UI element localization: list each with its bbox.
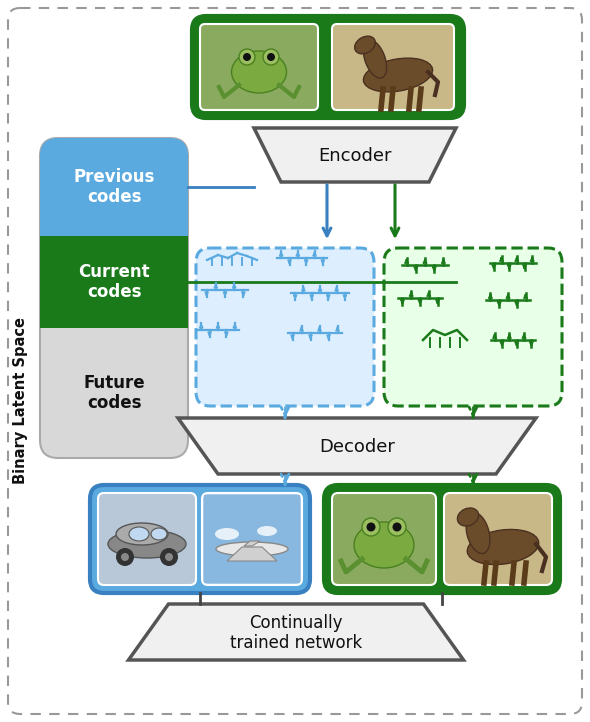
Circle shape	[392, 523, 402, 531]
Ellipse shape	[355, 36, 375, 54]
Circle shape	[388, 518, 406, 536]
Text: Decoder: Decoder	[319, 438, 395, 456]
Polygon shape	[254, 128, 456, 182]
FancyBboxPatch shape	[444, 493, 552, 585]
FancyBboxPatch shape	[324, 485, 560, 593]
Text: Encoder: Encoder	[318, 147, 392, 165]
Polygon shape	[227, 547, 277, 561]
FancyBboxPatch shape	[8, 8, 582, 714]
Polygon shape	[244, 541, 260, 546]
Ellipse shape	[363, 40, 386, 78]
Ellipse shape	[467, 529, 539, 565]
Text: Previous
codes: Previous codes	[73, 168, 155, 206]
Ellipse shape	[231, 51, 287, 93]
Ellipse shape	[257, 526, 277, 536]
FancyBboxPatch shape	[200, 24, 318, 110]
FancyBboxPatch shape	[332, 493, 436, 585]
Circle shape	[239, 49, 255, 65]
Ellipse shape	[108, 530, 186, 558]
Polygon shape	[178, 418, 536, 474]
Circle shape	[121, 553, 129, 561]
Ellipse shape	[466, 513, 490, 554]
Ellipse shape	[116, 523, 168, 545]
Circle shape	[362, 518, 380, 536]
FancyBboxPatch shape	[40, 236, 188, 328]
Ellipse shape	[215, 528, 239, 540]
FancyBboxPatch shape	[196, 248, 374, 406]
Ellipse shape	[363, 58, 432, 92]
FancyBboxPatch shape	[202, 493, 302, 585]
Circle shape	[116, 548, 134, 566]
Ellipse shape	[129, 527, 149, 541]
Ellipse shape	[457, 508, 478, 526]
FancyBboxPatch shape	[40, 138, 188, 236]
FancyBboxPatch shape	[384, 248, 562, 406]
FancyBboxPatch shape	[90, 485, 310, 593]
Ellipse shape	[151, 528, 167, 540]
FancyBboxPatch shape	[192, 16, 464, 118]
Circle shape	[160, 548, 178, 566]
Circle shape	[366, 523, 375, 531]
FancyBboxPatch shape	[332, 24, 454, 110]
Text: Continually
trained network: Continually trained network	[230, 614, 362, 653]
Text: Current
codes: Current codes	[78, 263, 150, 301]
Bar	[40, 216, 188, 236]
Circle shape	[165, 553, 173, 561]
Polygon shape	[129, 604, 464, 660]
FancyBboxPatch shape	[40, 138, 188, 458]
FancyBboxPatch shape	[98, 493, 196, 585]
Circle shape	[263, 49, 279, 65]
Text: Binary Latent Space: Binary Latent Space	[14, 316, 28, 484]
Text: Future
codes: Future codes	[83, 373, 145, 412]
Circle shape	[267, 53, 275, 61]
Ellipse shape	[216, 542, 288, 556]
Ellipse shape	[354, 522, 414, 568]
Circle shape	[243, 53, 251, 61]
Bar	[204, 495, 300, 583]
